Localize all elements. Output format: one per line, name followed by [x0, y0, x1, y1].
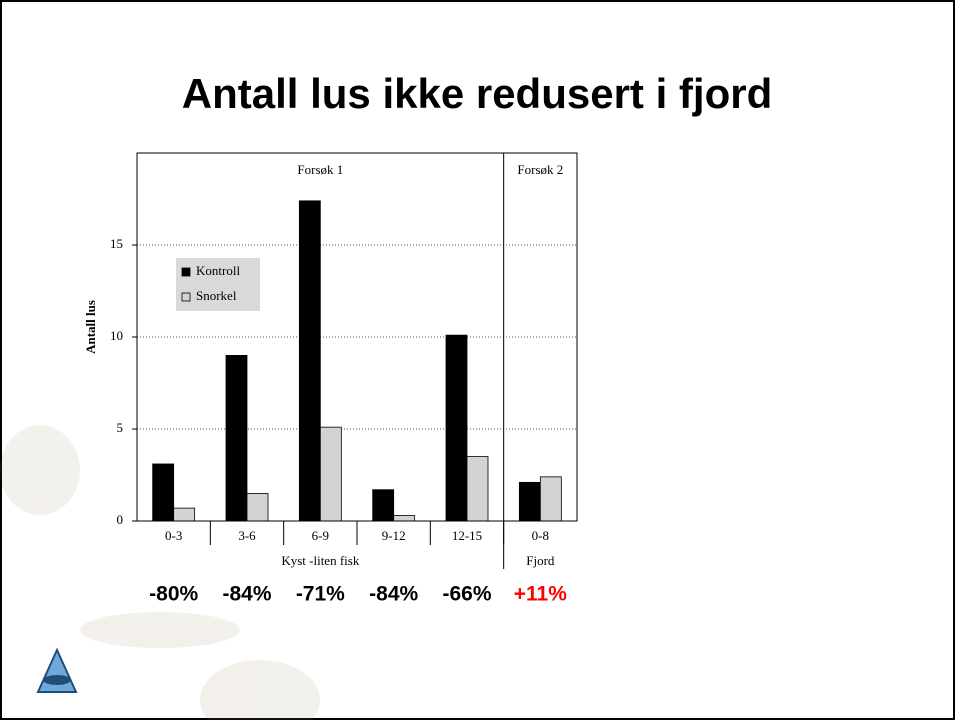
- bar: [394, 515, 415, 521]
- x-tick-label: 9-12: [382, 528, 406, 543]
- bar: [299, 201, 320, 521]
- x-tick-label: 12-15: [452, 528, 482, 543]
- logo: [38, 650, 76, 692]
- annotation: -84%: [369, 583, 418, 606]
- annotation: -84%: [222, 583, 271, 606]
- section-label: Forsøk 2: [517, 162, 563, 177]
- y-tick-label: 10: [110, 328, 123, 343]
- bar: [247, 493, 268, 521]
- x-tick-label: 0-3: [165, 528, 182, 543]
- section-label: Forsøk 1: [297, 162, 343, 177]
- y-tick-label: 15: [110, 236, 123, 251]
- annotation: -80%: [149, 583, 198, 606]
- bar: [467, 457, 488, 521]
- bar: [373, 490, 394, 521]
- bar: [226, 355, 247, 521]
- bar: [320, 427, 341, 521]
- x-axis-label: Kyst -liten fisk: [281, 553, 359, 568]
- y-axis-label: Antall lus: [83, 300, 98, 354]
- x-axis-label: Fjord: [526, 553, 555, 568]
- slide: Antall lus ikke redusert i fjord 0 5 10 15 A…: [0, 0, 955, 720]
- bar: [446, 335, 467, 521]
- legend-swatch: [182, 293, 190, 301]
- annotation: +11%: [514, 583, 567, 606]
- y-tick-label: 0: [117, 512, 124, 527]
- annotation: -71%: [296, 583, 345, 606]
- annotation: -66%: [442, 583, 491, 606]
- y-tick-label: 5: [117, 420, 124, 435]
- bar: [519, 482, 540, 521]
- x-tick-label: 0-8: [532, 528, 549, 543]
- bar: [174, 508, 195, 521]
- bar: [540, 477, 561, 521]
- legend-swatch: [182, 268, 190, 276]
- bar: [153, 464, 174, 521]
- legend-label: Kontroll: [196, 263, 240, 278]
- x-tick-label: 3-6: [238, 528, 256, 543]
- legend-label: Snorkel: [196, 288, 237, 303]
- x-tick-label: 6-9: [312, 528, 329, 543]
- chart: Antall lus ikke redusert i fjord 0 5 10 15 A…: [0, 0, 955, 720]
- chart-title: Antall lus ikke redusert i fjord: [182, 70, 772, 117]
